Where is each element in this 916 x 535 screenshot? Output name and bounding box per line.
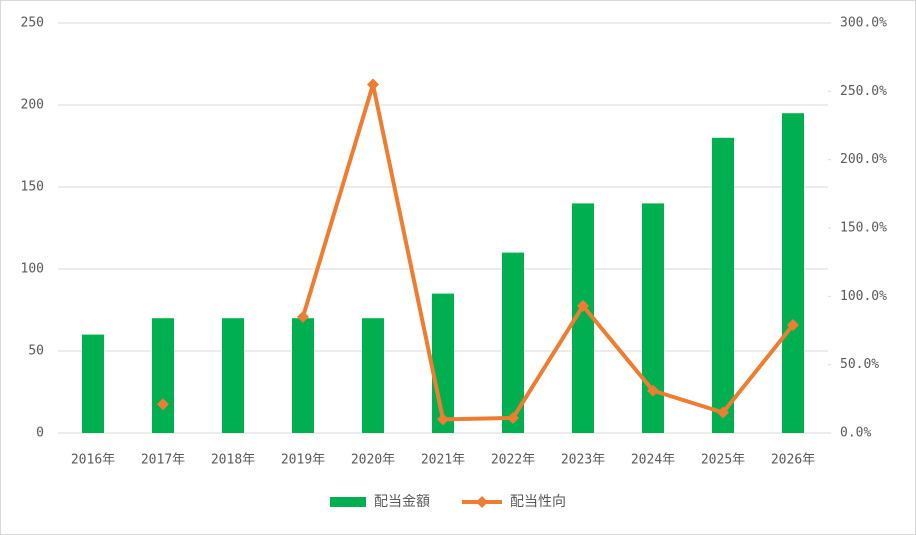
- x-tick-label: 2022年: [491, 453, 535, 468]
- line: [301, 82, 795, 422]
- x-tick-label: 2024年: [631, 453, 675, 468]
- x-tick-label: 2020年: [351, 453, 395, 468]
- y-tick-label: 150: [21, 180, 44, 195]
- line-marker: [157, 398, 169, 411]
- y-tick-label: 0: [36, 426, 44, 441]
- legend-marker: [476, 496, 488, 508]
- bar: [362, 318, 384, 433]
- bar: [292, 318, 314, 433]
- y-tick-label: 250: [21, 16, 44, 31]
- bar: [502, 252, 524, 433]
- line-marker: [787, 319, 799, 332]
- line-marker: [507, 411, 519, 424]
- x-tick-label: 2017年: [141, 453, 185, 468]
- bar: [642, 203, 664, 433]
- y2-tick-label: 0.0%: [840, 426, 871, 441]
- x-tick-label: 2019年: [281, 453, 325, 468]
- x-tick-label: 2018年: [211, 453, 255, 468]
- bar: [152, 318, 174, 433]
- bar: [222, 318, 244, 433]
- y2-tick-label: 150.0%: [840, 221, 887, 236]
- bar: [712, 137, 734, 434]
- line-marker: [717, 406, 729, 419]
- line-marker: [577, 299, 589, 312]
- line-marker: [647, 384, 659, 397]
- y2-tick-label: 250.0%: [840, 84, 887, 99]
- legend-label: 配当性向: [510, 494, 566, 510]
- legend-swatch: [330, 497, 366, 507]
- bar: [782, 113, 804, 433]
- x-tick-label: 2026年: [771, 453, 815, 468]
- y-tick-label: 100: [21, 262, 44, 277]
- x-tick-label: 2021年: [421, 453, 465, 468]
- legend-label: 配当金額: [374, 494, 430, 510]
- x-tick-label: 2016年: [71, 453, 115, 468]
- y2-tick-label: 50.0%: [840, 357, 879, 372]
- y-tick-label: 200: [21, 98, 44, 113]
- line-marker: [297, 310, 309, 323]
- y2-tick-label: 300.0%: [840, 16, 887, 31]
- bar: [572, 203, 594, 433]
- bar: [82, 334, 104, 433]
- y-tick-label: 50: [28, 344, 44, 359]
- x-tick-label: 2025年: [701, 453, 745, 468]
- x-tick-label: 2023年: [561, 453, 605, 468]
- line-marker: [367, 78, 379, 91]
- y2-tick-label: 200.0%: [840, 152, 887, 167]
- line-marker: [437, 413, 449, 426]
- y2-tick-label: 100.0%: [840, 289, 887, 304]
